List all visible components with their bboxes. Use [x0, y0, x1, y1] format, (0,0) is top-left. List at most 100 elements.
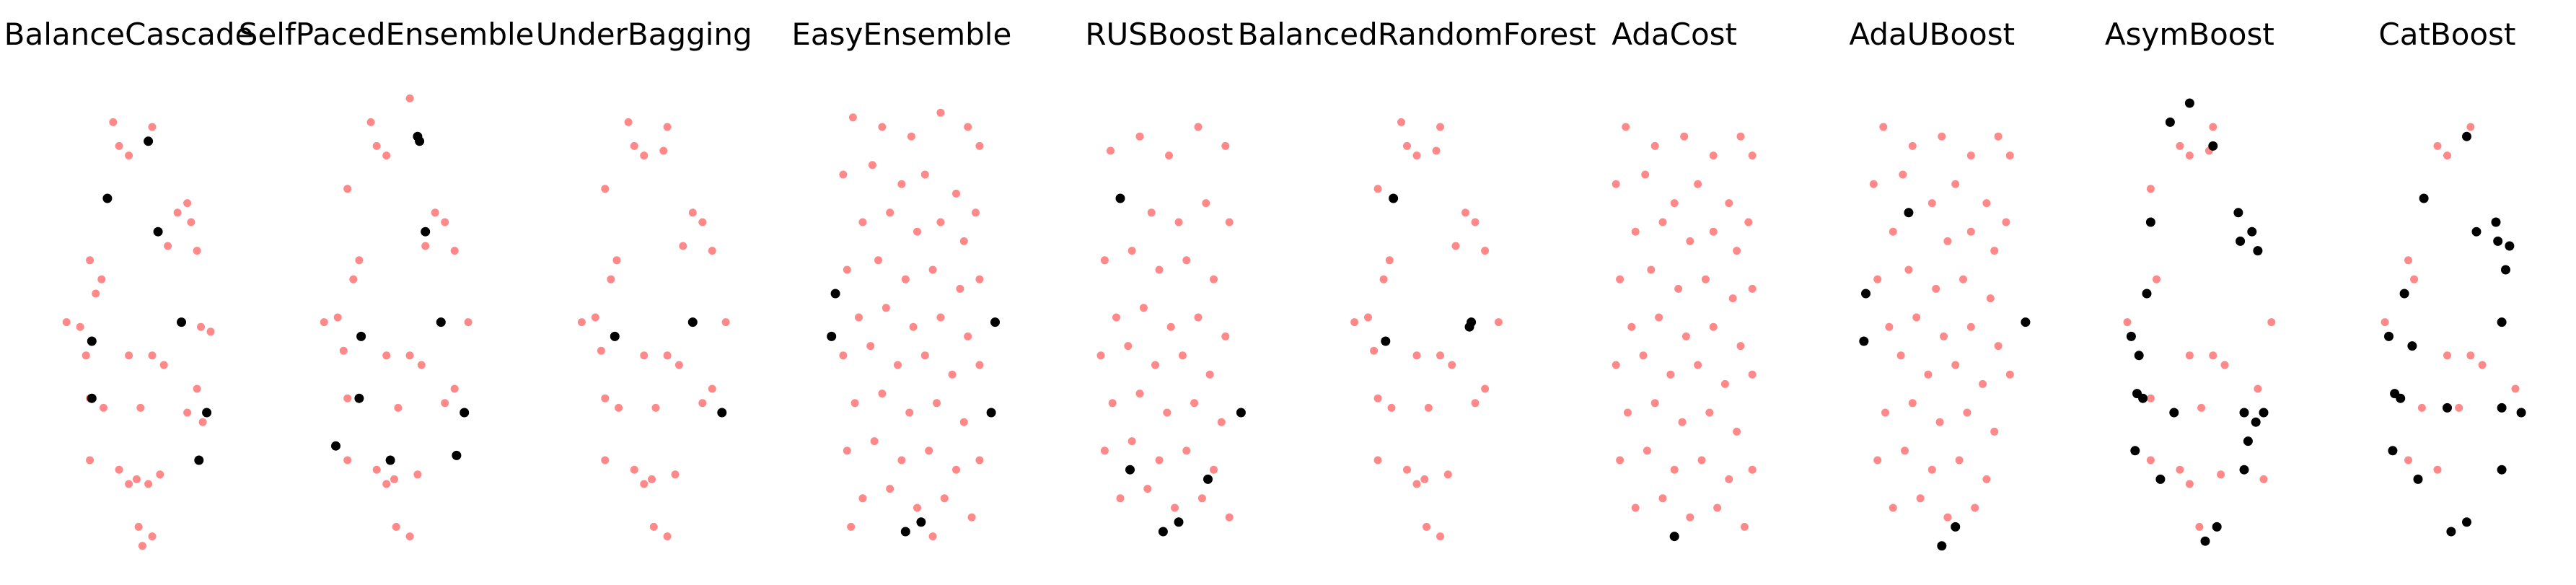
scatter-point-red	[1979, 379, 1987, 388]
scatter-point-black	[2501, 265, 2510, 275]
scatter-point-black	[2142, 289, 2152, 299]
scatter-point-red	[86, 456, 94, 465]
scatter-point-black	[2396, 393, 2406, 403]
scatter-point-black	[1125, 465, 1135, 475]
scatter-point-black	[2384, 331, 2393, 341]
scatter-point-red	[1350, 318, 1359, 327]
scatter-point-black	[2491, 217, 2501, 227]
scatter-point-red	[1494, 318, 1503, 327]
scatter-point-red	[839, 170, 848, 179]
scatter-point-black	[153, 226, 163, 237]
scatter-panel: AsymBoost	[2105, 17, 2276, 546]
scatter-point-red	[2478, 361, 2487, 369]
scatter-point-red	[1481, 247, 1490, 255]
scatter-point-red	[187, 218, 195, 226]
scatter-point-black	[2497, 465, 2507, 475]
scatter-point-red	[913, 227, 921, 236]
scatter-point-black	[1904, 208, 1914, 218]
scatter-point-red	[612, 256, 621, 265]
scatter-point-black	[1467, 317, 1477, 327]
scatter-point-red	[197, 322, 205, 331]
scatter-point-red	[2220, 361, 2229, 369]
scatter-point-red	[115, 141, 123, 150]
scatter-point-red	[1124, 342, 1133, 351]
scatter-point-black	[2407, 341, 2417, 351]
scatter-point-red	[907, 132, 915, 141]
scatter-point-black	[717, 408, 727, 418]
panel-title: EasyEnsemble	[791, 17, 1011, 52]
scatter-point-black	[2497, 317, 2507, 327]
scatter-point-red	[591, 313, 599, 322]
scatter-point-red	[2146, 456, 2155, 465]
scatter-point-black	[2446, 527, 2456, 537]
scatter-point-red	[630, 141, 638, 150]
scatter-point-red	[2176, 141, 2184, 150]
scatter-point-red	[1963, 408, 1971, 417]
scatter-point-red	[1403, 141, 1411, 150]
scatter-point-black	[2239, 465, 2249, 475]
scatter-point-red	[878, 123, 887, 131]
scatter-point-red	[382, 351, 391, 360]
scatter-point-red	[1678, 418, 1687, 426]
scatter-point-red	[355, 256, 364, 265]
scatter-point-red	[1740, 522, 1749, 531]
scatter-point-red	[366, 118, 375, 126]
scatter-point-red	[640, 151, 649, 160]
scatter-point-red	[206, 327, 215, 336]
scatter-point-red	[198, 418, 207, 426]
scatter-point-red	[148, 351, 157, 360]
scatter-point-red	[601, 185, 610, 193]
scatter-point-red	[1436, 532, 1444, 541]
scatter-point-red	[2153, 275, 2160, 283]
scatter-point-red	[1471, 218, 1480, 226]
scatter-point-red	[956, 284, 964, 293]
scatter-point-red	[975, 361, 984, 369]
scatter-point-black	[986, 408, 996, 418]
panel-title: RUSBoost	[1085, 17, 1233, 52]
scatter-point-red	[1982, 199, 1991, 208]
scatter-point-red	[1443, 470, 1452, 479]
scatter-point-red	[663, 123, 672, 131]
scatter-point-red	[1622, 123, 1630, 131]
scatter-point-red	[144, 480, 153, 488]
scatter-point-red	[2404, 456, 2412, 465]
scatter-point-black	[2212, 522, 2222, 532]
scatter-point-red	[382, 151, 391, 160]
scatter-point-red	[339, 346, 348, 355]
scatter-point-red	[1966, 151, 1975, 160]
scatter-panel: BalanceCascade	[4, 17, 253, 550]
scatter-point-red	[413, 470, 422, 479]
scatter-point-red	[1100, 256, 1109, 265]
scatter-point-black	[2443, 403, 2452, 413]
scatter-point-red	[948, 370, 957, 379]
scatter-point-red	[1194, 123, 1203, 131]
scatter-point-red	[671, 470, 680, 479]
scatter-point-red	[76, 322, 84, 331]
scatter-point-black	[421, 226, 431, 237]
scatter-point-red	[2185, 480, 2194, 488]
scatter-point-red	[839, 351, 848, 360]
panel-title: CatBoost	[2378, 17, 2515, 52]
scatter-point-red	[2466, 351, 2475, 360]
scatter-point-red	[1643, 447, 1651, 455]
scatter-point-black	[900, 527, 910, 537]
scatter-point-red	[964, 123, 972, 131]
scatter-point-red	[156, 470, 164, 479]
scatter-point-black	[1859, 336, 1869, 346]
scatter-point-red	[1385, 256, 1394, 265]
scatter-point-red	[913, 503, 921, 512]
scatter-point-red	[936, 218, 945, 226]
scatter-point-black	[2233, 208, 2243, 218]
scatter-point-red	[663, 351, 672, 360]
scatter-point-red	[343, 394, 352, 403]
scatter-point-red	[1686, 513, 1694, 522]
scatter-point-red	[940, 494, 949, 503]
scatter-point-red	[1701, 275, 1710, 283]
scatter-point-red	[1631, 503, 1640, 512]
scatter-point-red	[1873, 456, 1882, 465]
scatter-point-red	[405, 94, 414, 102]
scatter-point-red	[1908, 399, 1917, 408]
scatter-point-red	[92, 289, 100, 298]
scatter-point-red	[97, 275, 106, 283]
